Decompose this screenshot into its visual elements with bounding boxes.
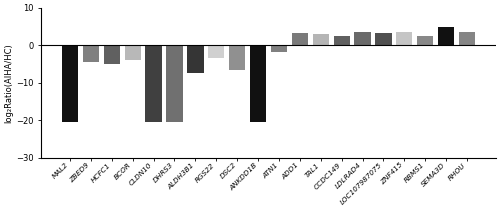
Bar — [166, 45, 182, 122]
Bar — [334, 36, 350, 45]
Bar — [271, 45, 287, 52]
Bar — [104, 45, 120, 64]
Bar — [396, 32, 412, 45]
Bar — [250, 45, 266, 122]
Bar — [62, 45, 78, 122]
Bar — [376, 33, 392, 45]
Bar — [459, 32, 475, 45]
Bar — [438, 27, 454, 45]
Bar — [124, 45, 141, 60]
Bar — [208, 45, 224, 58]
Bar — [146, 45, 162, 122]
Bar — [292, 33, 308, 45]
Y-axis label: log₂Ratio(AIHA/HC): log₂Ratio(AIHA/HC) — [4, 43, 13, 122]
Bar — [417, 36, 434, 45]
Bar — [83, 45, 99, 62]
Bar — [229, 45, 246, 70]
Bar — [312, 34, 329, 45]
Bar — [187, 45, 204, 73]
Bar — [354, 32, 370, 45]
